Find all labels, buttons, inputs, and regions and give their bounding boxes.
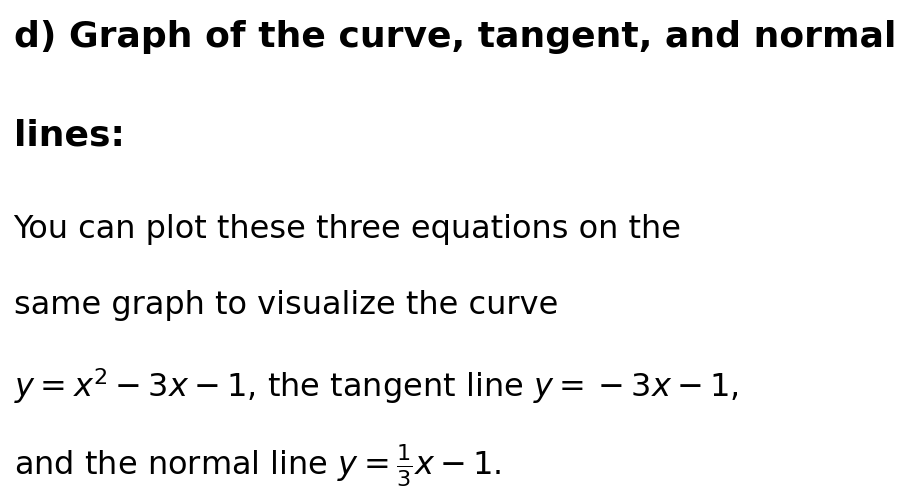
Text: You can plot these three equations on the: You can plot these three equations on th… — [14, 214, 682, 245]
Text: same graph to visualize the curve: same graph to visualize the curve — [14, 290, 558, 321]
Text: $y = x^2 - 3x - 1$, the tangent line $y = -3x - 1$,: $y = x^2 - 3x - 1$, the tangent line $y … — [14, 367, 738, 406]
Text: and the normal line $y = \frac{1}{3}x - 1$.: and the normal line $y = \frac{1}{3}x - … — [14, 443, 501, 489]
Text: lines:: lines: — [14, 118, 124, 152]
Text: d) Graph of the curve, tangent, and normal: d) Graph of the curve, tangent, and norm… — [14, 20, 896, 54]
